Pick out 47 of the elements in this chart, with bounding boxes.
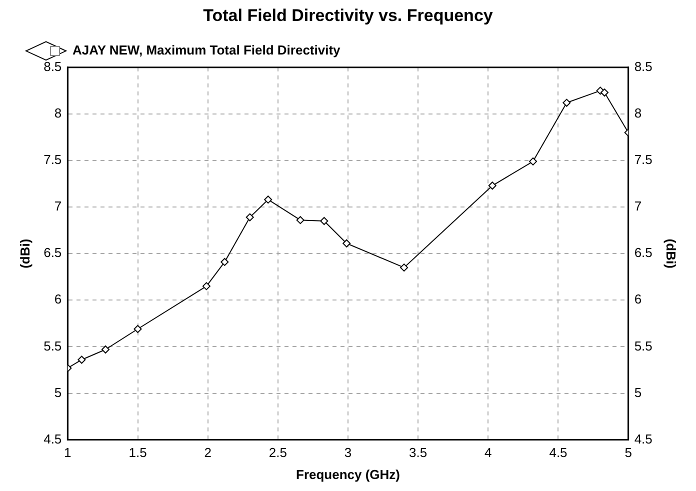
point <box>296 216 304 224</box>
x-tick-label: 1 <box>64 445 72 460</box>
point <box>102 345 110 354</box>
point <box>264 196 272 204</box>
point <box>134 325 142 334</box>
y-tick-label: 5 <box>54 384 62 400</box>
x-tick-label: 4 <box>484 445 492 460</box>
x-tick-label: 2.5 <box>268 445 287 460</box>
y2-tick-label: 7 <box>634 198 642 214</box>
point <box>488 182 496 190</box>
y2-tick-label: 7.5 <box>634 152 652 168</box>
x-tick-label: 1.5 <box>128 445 147 460</box>
y-tick-label: 5.5 <box>44 338 62 354</box>
y2-tick-label: 8.5 <box>634 58 652 74</box>
y2-tick-label: 4.5 <box>634 431 652 446</box>
x-axis-title: Frequency (GHz) <box>296 466 400 482</box>
y-tick-label: 8.5 <box>44 58 62 74</box>
y2-axis-title: (dBi) <box>664 238 679 268</box>
y-tick-label: 8 <box>54 106 62 121</box>
x-tick-label: 3 <box>344 445 352 460</box>
point <box>600 88 608 97</box>
point <box>246 213 254 222</box>
point <box>342 239 351 248</box>
point <box>400 264 408 272</box>
legend-label: AJAY NEW, Maximum Total Field Directivity <box>72 42 342 58</box>
point <box>78 356 86 364</box>
y2-tick-label: 6 <box>634 292 642 307</box>
y-tick-label: 7.5 <box>44 152 62 168</box>
x-tick-label: 2 <box>204 445 212 460</box>
y-tick-label: 6.5 <box>44 245 62 260</box>
x-tick-label: 3.5 <box>409 445 428 460</box>
chart-title: Total Field Directivity vs. Frequency <box>203 6 494 25</box>
point <box>529 157 538 166</box>
point <box>320 217 328 226</box>
y-tick-label: 7 <box>54 198 62 214</box>
x-tick-label: 5 <box>624 445 632 460</box>
y-axis-title: (dBi) <box>17 238 32 268</box>
point <box>202 282 210 290</box>
point <box>220 258 229 266</box>
y-tick-label: 4.5 <box>44 431 62 446</box>
y2-tick-label: 5 <box>634 384 642 400</box>
y-tick-label: 6 <box>54 292 62 307</box>
point <box>562 98 571 107</box>
y2-tick-label: 6.5 <box>634 245 652 260</box>
x-tick-label: 4.5 <box>549 445 568 460</box>
y2-tick-label: 8 <box>634 106 642 121</box>
y2-tick-label: 5.5 <box>634 338 652 354</box>
